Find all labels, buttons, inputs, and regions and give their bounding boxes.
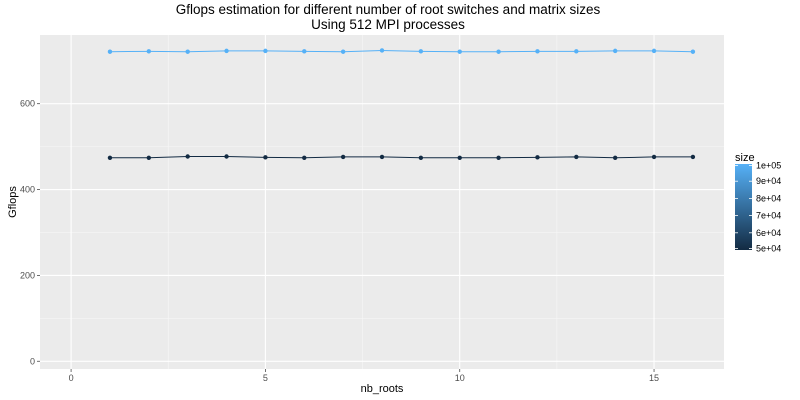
legend-ticks: 1e+05 9e+04 8e+04 7e+04 6e+04 5e+04 (735, 161, 781, 254)
data-point (185, 154, 190, 159)
data-point (224, 48, 229, 54)
data-point (107, 155, 113, 160)
data-point (340, 49, 346, 54)
chart-subtitle: Using 512 MPI processes (311, 17, 465, 32)
data-point (457, 49, 462, 54)
y-tick-label: 400 (20, 185, 35, 195)
y-tick-label: 0 (30, 356, 35, 366)
x-axis-title: nb_roots (361, 383, 404, 395)
data-point (574, 49, 579, 54)
data-point (340, 154, 346, 160)
data-point (574, 154, 579, 160)
plot-panel (40, 35, 724, 369)
data-point (457, 155, 462, 160)
data-point (690, 49, 696, 54)
y-tick-label: 200 (20, 270, 35, 280)
x-tick-label: 5 (263, 373, 268, 383)
data-point (146, 49, 152, 54)
chart-title: Gflops estimation for different number o… (176, 2, 601, 17)
legend-tick-label: 7e+04 (756, 211, 781, 221)
major-gridlines (40, 35, 724, 369)
data-point (690, 154, 696, 160)
data-point (535, 155, 540, 160)
data-point (302, 155, 307, 160)
legend-tick-label: 8e+04 (756, 193, 781, 203)
data-point (651, 154, 657, 160)
data-point (418, 49, 424, 54)
data-point (263, 155, 268, 160)
data-point (496, 49, 501, 54)
legend-tick-label: 6e+04 (756, 228, 781, 238)
data-point (263, 48, 268, 54)
data-point (612, 48, 618, 54)
legend-tick-label: 5e+04 (756, 244, 781, 254)
data-point (224, 154, 229, 159)
legend-title: size (735, 152, 755, 164)
data-point (146, 155, 152, 160)
legend-colorbar (735, 164, 752, 250)
data-point (379, 154, 385, 160)
data-point (302, 49, 307, 54)
series-50000 (107, 154, 696, 160)
minor-gridlines (40, 35, 724, 369)
series-100000 (107, 48, 696, 54)
series-line (109, 155, 693, 159)
data-point (496, 155, 501, 160)
x-tick-label: 15 (649, 373, 659, 383)
y-tick-label: 600 (20, 99, 35, 109)
data-point (535, 49, 540, 54)
y-axis-title: Gflops (7, 186, 19, 218)
series-line (109, 49, 693, 53)
legend: size 1e+05 9e+04 8e+04 7e+04 6e+04 5e+04 (735, 152, 781, 254)
legend-tick-label: 9e+04 (756, 176, 781, 186)
data-point (418, 155, 424, 160)
y-axis-ticks: 0 200 400 600 (20, 99, 40, 366)
data-point (379, 48, 385, 53)
series-layer (107, 48, 696, 160)
x-tick-label: 10 (455, 373, 465, 383)
data-point (651, 48, 657, 54)
data-point (185, 49, 190, 54)
x-axis-ticks: 0 5 10 15 (69, 369, 659, 383)
data-point (612, 155, 618, 160)
legend-tick-label: 1e+05 (756, 161, 781, 171)
x-tick-label: 0 (69, 373, 74, 383)
data-point (107, 49, 113, 54)
